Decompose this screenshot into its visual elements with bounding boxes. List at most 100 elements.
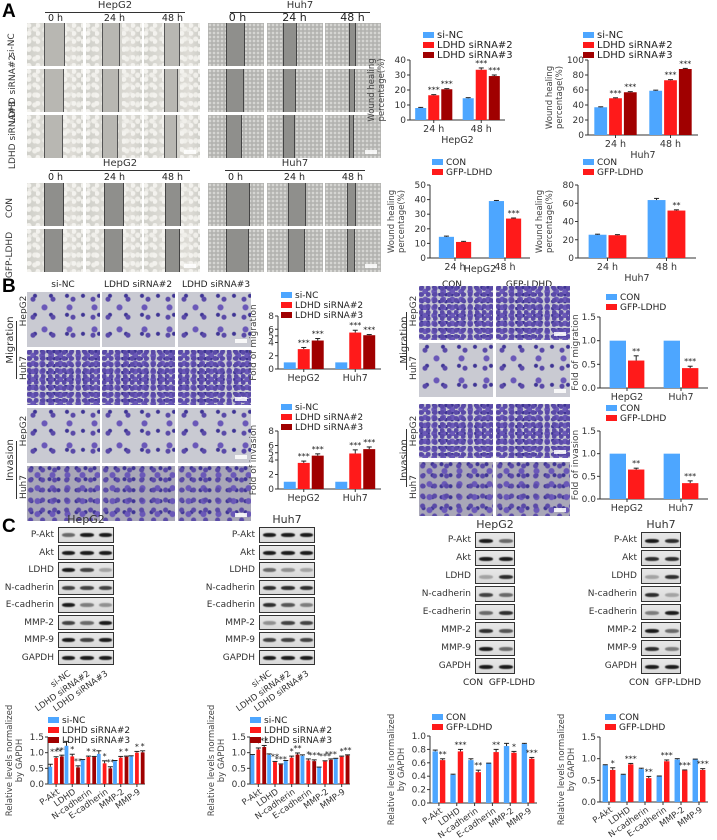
- protein-band: [645, 556, 659, 561]
- bar: [323, 761, 327, 784]
- blot-strip: [58, 614, 114, 630]
- svg-text:Wound healing: Wound healing: [545, 66, 555, 129]
- significance-marker: **: [492, 740, 500, 749]
- y-tick-label: 20: [395, 86, 407, 96]
- bar: [682, 770, 688, 802]
- bar: [295, 754, 300, 784]
- legend-label: LDHD siRNA#2: [295, 413, 363, 423]
- significance-marker: **: [474, 761, 482, 770]
- protein-band: [262, 585, 276, 590]
- bar: [656, 776, 662, 802]
- legend-swatch: [606, 304, 617, 310]
- bar: [328, 759, 333, 784]
- protein-label: LDHD: [229, 565, 255, 575]
- significance-marker: ***: [679, 59, 691, 68]
- scratch-gap: [43, 229, 64, 272]
- significance-marker: **: [632, 459, 640, 468]
- bar: [283, 362, 296, 369]
- significance-marker: ***: [349, 441, 361, 450]
- significance-marker: ***: [312, 330, 324, 339]
- scratch-gap: [163, 69, 179, 112]
- protein-band: [645, 664, 659, 669]
- x-tick-label: Huh7: [668, 503, 693, 514]
- y-axis-label: Relative levels normalized by GAPDH: [557, 714, 577, 826]
- svg-text:by GAPDH: by GAPDH: [397, 748, 407, 792]
- bar: [441, 89, 453, 120]
- scratch-gap: [104, 183, 125, 226]
- bar: [64, 745, 69, 784]
- protein-label: Akt: [622, 553, 637, 563]
- y-tick-label: 0.0: [30, 780, 45, 790]
- bar: [349, 453, 362, 489]
- bar: [521, 744, 528, 803]
- significance-marker: **: [294, 744, 302, 753]
- x-tick-label: E-cadherin: [626, 805, 669, 839]
- significance-marker: *: [290, 747, 294, 756]
- micrograph: [27, 350, 100, 405]
- legend-label: CON: [620, 293, 640, 303]
- legend-swatch: [281, 312, 292, 318]
- protein-band: [499, 592, 513, 597]
- x-tick-label: E-cadherin: [455, 806, 498, 840]
- bar: [415, 108, 427, 120]
- y-tick-label: 1.0: [582, 450, 597, 460]
- legend-swatch: [250, 727, 261, 733]
- protein-band: [499, 628, 513, 633]
- legend-label: GFP-LDHD: [619, 723, 665, 733]
- row-label: Huh7: [409, 475, 419, 499]
- bar: [273, 762, 277, 784]
- blot-strip: [259, 597, 315, 613]
- protein-label: E-cadherin: [206, 600, 255, 610]
- scale-bar: [365, 264, 377, 268]
- bar: [588, 234, 607, 258]
- group-line: [225, 170, 365, 171]
- svg-text:Relative levels normalized: Relative levels normalized: [5, 705, 15, 817]
- significance-marker: ***: [441, 80, 453, 89]
- blot-strip: [58, 579, 114, 595]
- legend-swatch: [281, 424, 292, 430]
- micrograph: [325, 229, 381, 272]
- protein-band: [300, 638, 314, 643]
- blot-strip: [259, 562, 315, 578]
- legend-swatch: [583, 169, 594, 175]
- bar: [700, 769, 706, 802]
- x-tick-label: P-Akt: [421, 806, 445, 827]
- blot-strip: [259, 527, 315, 543]
- scale-bar: [235, 455, 247, 459]
- bar: [674, 759, 680, 802]
- y-tick-label: 1.0: [582, 755, 597, 765]
- x-tick-label: E-cadherin: [271, 787, 314, 821]
- legend-label: CON: [620, 404, 640, 414]
- y-tick-label: 40: [415, 196, 427, 206]
- scratch-gap: [348, 115, 354, 158]
- scratch-gap: [43, 115, 64, 158]
- y-tick-label: 0.0: [582, 384, 597, 394]
- bar: [108, 768, 113, 784]
- x-tick-label: N-cadherin: [50, 787, 94, 822]
- y-tick-label: 8: [268, 312, 274, 322]
- y-tick-label: 40: [395, 56, 407, 66]
- micrograph: [208, 23, 264, 66]
- blot-strip: [641, 568, 681, 584]
- bar: [628, 469, 645, 499]
- micrograph: [178, 350, 251, 405]
- micrograph: [102, 466, 175, 521]
- legend-swatch: [281, 302, 292, 308]
- protein-label: GAPDH: [222, 652, 255, 663]
- bar: [300, 755, 305, 784]
- time-label: 0 h: [227, 172, 244, 183]
- group-label: Invasion: [5, 439, 16, 481]
- protein-band: [262, 603, 276, 608]
- significance-marker: ***: [697, 760, 709, 769]
- protein-label: N-cadherin: [421, 589, 471, 599]
- protein-band: [479, 628, 493, 633]
- legend-label: si-NC: [62, 716, 85, 726]
- y-tick-label: 1.0: [30, 749, 45, 759]
- legend-label: LDHD siRNA#2: [62, 726, 130, 736]
- micrograph: [27, 23, 83, 66]
- time-label: 48 h: [340, 11, 365, 24]
- scratch-gap: [282, 115, 295, 158]
- protein-label: P-Akt: [447, 535, 471, 545]
- blot-strip: [259, 649, 315, 665]
- time-label: 0 h: [47, 172, 64, 183]
